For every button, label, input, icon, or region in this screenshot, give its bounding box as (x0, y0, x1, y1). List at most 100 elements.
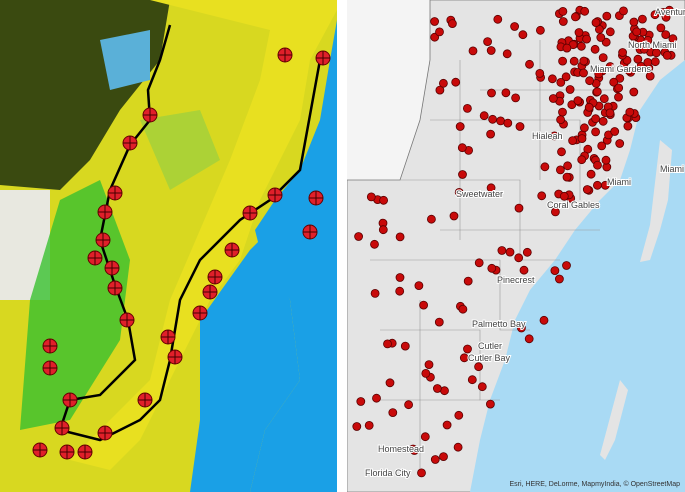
point (557, 147, 566, 157)
point (522, 247, 532, 257)
point (598, 53, 608, 62)
point (438, 78, 448, 88)
site-cross (168, 350, 182, 364)
point (435, 85, 445, 95)
point (458, 170, 467, 179)
point (453, 442, 463, 452)
point (474, 362, 484, 372)
site-cross (138, 393, 152, 407)
point (558, 56, 567, 66)
point (485, 399, 495, 409)
point (442, 420, 452, 430)
point (573, 96, 583, 105)
point (414, 281, 424, 291)
point (497, 246, 507, 255)
point (449, 211, 459, 221)
point (430, 17, 440, 26)
site-cross (203, 285, 217, 299)
site-cross (63, 393, 77, 407)
point (455, 122, 465, 131)
place-label: Miami Beach (660, 164, 685, 174)
place-label: Cutler (478, 341, 502, 351)
point (562, 261, 571, 270)
site-cross (316, 51, 330, 65)
point (624, 66, 634, 76)
point (661, 30, 671, 39)
point (629, 17, 639, 27)
point (562, 172, 572, 182)
point (577, 41, 586, 51)
place-label: Sweetwater (456, 189, 503, 199)
point (463, 276, 473, 286)
point (597, 141, 607, 151)
point (561, 72, 571, 82)
place-label: Pinecrest (497, 275, 535, 285)
point (496, 116, 506, 126)
point (598, 116, 608, 126)
point (625, 107, 635, 117)
site-cross (123, 136, 137, 150)
point (511, 93, 520, 103)
point (586, 169, 596, 179)
point (514, 203, 524, 213)
point (629, 87, 639, 97)
point (548, 94, 558, 103)
point (556, 115, 565, 125)
point (558, 107, 567, 117)
site-cross (43, 361, 57, 375)
attribution: Esri, HERE, DeLorme, MapmyIndia, © OpenS… (510, 480, 681, 488)
point (661, 12, 671, 22)
point (424, 360, 434, 370)
point (599, 94, 609, 104)
site-cross (78, 445, 92, 459)
point (632, 27, 642, 37)
point (400, 341, 410, 351)
point (548, 74, 557, 84)
site-cross (225, 243, 239, 257)
point (468, 46, 478, 56)
site-cross (278, 48, 292, 62)
point (614, 83, 624, 93)
point (550, 266, 560, 276)
point (517, 323, 526, 333)
point (503, 118, 513, 128)
point (505, 247, 515, 257)
point (596, 33, 606, 42)
place-label: Florida City (365, 468, 411, 478)
place-label: Hialeah (532, 131, 563, 141)
point (474, 258, 484, 268)
point (383, 339, 392, 349)
point (592, 87, 602, 97)
point (594, 69, 604, 79)
point (537, 191, 547, 201)
point (451, 77, 461, 87)
point (519, 265, 529, 275)
point (379, 195, 389, 205)
point (568, 136, 577, 146)
place-label: Homestead (378, 444, 424, 454)
point (467, 375, 477, 385)
site-cross (108, 186, 122, 200)
point (585, 76, 594, 86)
site-cross (98, 205, 112, 219)
point (352, 422, 362, 431)
site-cross (96, 233, 110, 247)
point (580, 6, 590, 16)
point (563, 161, 572, 171)
point (614, 92, 623, 102)
point (577, 155, 587, 165)
site-cross (60, 445, 74, 459)
point (432, 384, 442, 393)
point (645, 71, 655, 81)
point (536, 25, 545, 35)
point (580, 123, 589, 133)
point (551, 207, 560, 217)
point (639, 44, 649, 54)
landcover-panel (0, 0, 337, 492)
point (665, 5, 674, 15)
point (565, 85, 575, 94)
point (656, 23, 666, 33)
point (609, 77, 619, 87)
point (650, 10, 660, 20)
